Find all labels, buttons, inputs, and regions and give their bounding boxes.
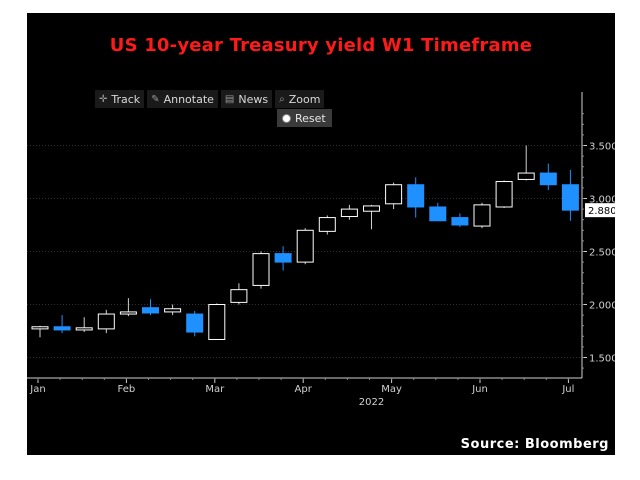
zoom-label: Zoom (288, 92, 321, 106)
track-button[interactable]: ✛ Track (95, 90, 145, 108)
chart-toolbar: ✛ Track ✎ Annotate ▤ News ⌕ Zoom (95, 90, 325, 108)
candle-body (164, 308, 182, 313)
candle-body (274, 253, 292, 263)
y-tick-label: 3.000 (589, 195, 615, 206)
candle-body (451, 217, 469, 226)
candle-body (230, 289, 248, 303)
news-button[interactable]: ▤ News (220, 90, 273, 108)
candle-body (340, 208, 358, 218)
candle-body (97, 313, 115, 330)
x-tick-label: Mar (205, 384, 225, 395)
annotate-button[interactable]: ✎ Annotate (147, 90, 218, 108)
candle-body (252, 253, 270, 286)
candle-body (119, 311, 137, 315)
candle-body (296, 229, 314, 263)
x-tick-label: Apr (295, 384, 313, 395)
candle-body (142, 307, 159, 314)
candle-body (363, 205, 380, 212)
chart-title: US 10-year Treasury yield W1 Timeframe (109, 35, 533, 56)
y-tick-label: 2.000 (589, 301, 615, 312)
track-label: Track (111, 92, 141, 106)
candle-body (53, 326, 71, 331)
candle-body (473, 204, 491, 227)
y-tick-label: 1.500 (589, 354, 615, 365)
news-label: News (238, 92, 269, 106)
candle-body (186, 313, 204, 333)
candle-body (385, 184, 403, 205)
crosshair-icon: ✛ (99, 93, 108, 105)
annotate-label: Annotate (163, 92, 214, 106)
x-tick-label: Jun (471, 384, 488, 395)
year-label: 2022 (359, 397, 384, 408)
candle-body (561, 184, 579, 211)
x-tick-label: May (381, 384, 402, 395)
chart-panel: US 10-year Treasury yield W1 Timeframe ✛… (27, 13, 615, 455)
candlestick-chart: 1.500 2.000 2.500 3.000 3.500 Jan Feb Mar Apr May… (27, 92, 615, 408)
candle-body (517, 172, 535, 180)
x-tick-label: Feb (118, 384, 136, 395)
candle-body (429, 206, 447, 222)
candle-body (495, 181, 513, 208)
zoom-button[interactable]: ⌕ Zoom (275, 90, 325, 108)
candle-body (407, 184, 425, 208)
candle-body (75, 327, 93, 331)
last-price-label: 2.880 (588, 206, 615, 217)
reset-radio-icon (283, 114, 290, 122)
candle-body (318, 217, 336, 232)
news-icon: ▤ (224, 93, 235, 105)
pencil-icon: ✎ (151, 93, 160, 105)
source-credit: Source: Bloomberg (460, 437, 609, 452)
reset-label: Reset (295, 111, 326, 125)
y-tick-label: 3.500 (589, 142, 615, 153)
y-tick-label: 2.500 (589, 248, 615, 259)
magnifier-icon: ⌕ (279, 93, 285, 105)
x-tick-label: Jan (29, 384, 45, 395)
x-tick-label: Jul (561, 384, 574, 395)
last-price-box (585, 203, 615, 218)
candle-body (539, 172, 557, 186)
candle-body (208, 304, 226, 340)
reset-button[interactable]: Reset (277, 109, 332, 127)
candle-body (31, 326, 49, 330)
